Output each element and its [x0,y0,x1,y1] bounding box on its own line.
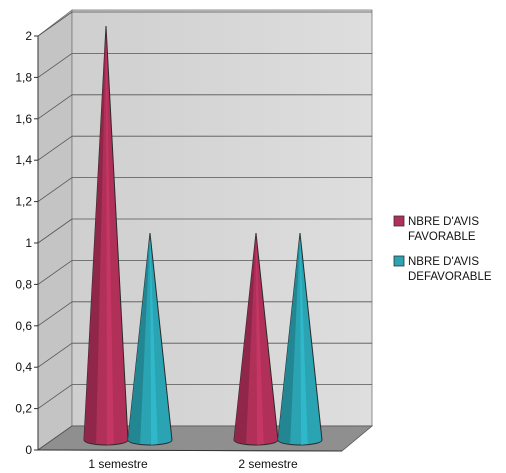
gridline-side [37,260,73,285]
legend-swatch [393,255,405,267]
x-axis-line [37,449,343,452]
x-category-label: 1 semestre [88,457,148,471]
y-tick-label: 1,6 [15,112,32,126]
y-tick-label: 0,2 [15,402,32,416]
gridline-side [37,53,73,78]
y-tick-label: 0,6 [15,319,32,333]
y-tick-label: 1,2 [15,195,32,209]
gridline-side [37,301,73,327]
y-tick-label: 0,4 [15,360,32,374]
legend-label: DEFAVORABLE [408,271,492,283]
y-tick-label: 1 [25,236,32,250]
gridline-side [37,94,73,120]
gridline-side [37,135,73,161]
y-tick-label: 0 [25,443,32,457]
gridline-side [37,384,73,409]
cone-bar [127,232,173,446]
x-category-label: 2 semestre [238,457,298,471]
gridline-side [37,342,73,368]
legend-swatch [393,215,405,227]
cone-bar [277,232,323,446]
gridline-side [37,177,73,202]
legend-label: NBRE D'AVIS [408,216,479,228]
legend-label: NBRE D'AVIS [408,256,479,268]
y-tick-label: 2 [25,29,32,43]
y-tick-label: 0,8 [15,277,32,291]
legend-box [392,208,504,296]
side-wall [37,9,73,451]
gridline-side [37,11,73,37]
y-tick-label: 1,8 [15,70,32,84]
y-tick-label: 1,4 [15,153,32,167]
legend-label: FAVORABLE [408,231,476,243]
gridline-side [37,218,73,244]
cone-bar [83,25,129,446]
